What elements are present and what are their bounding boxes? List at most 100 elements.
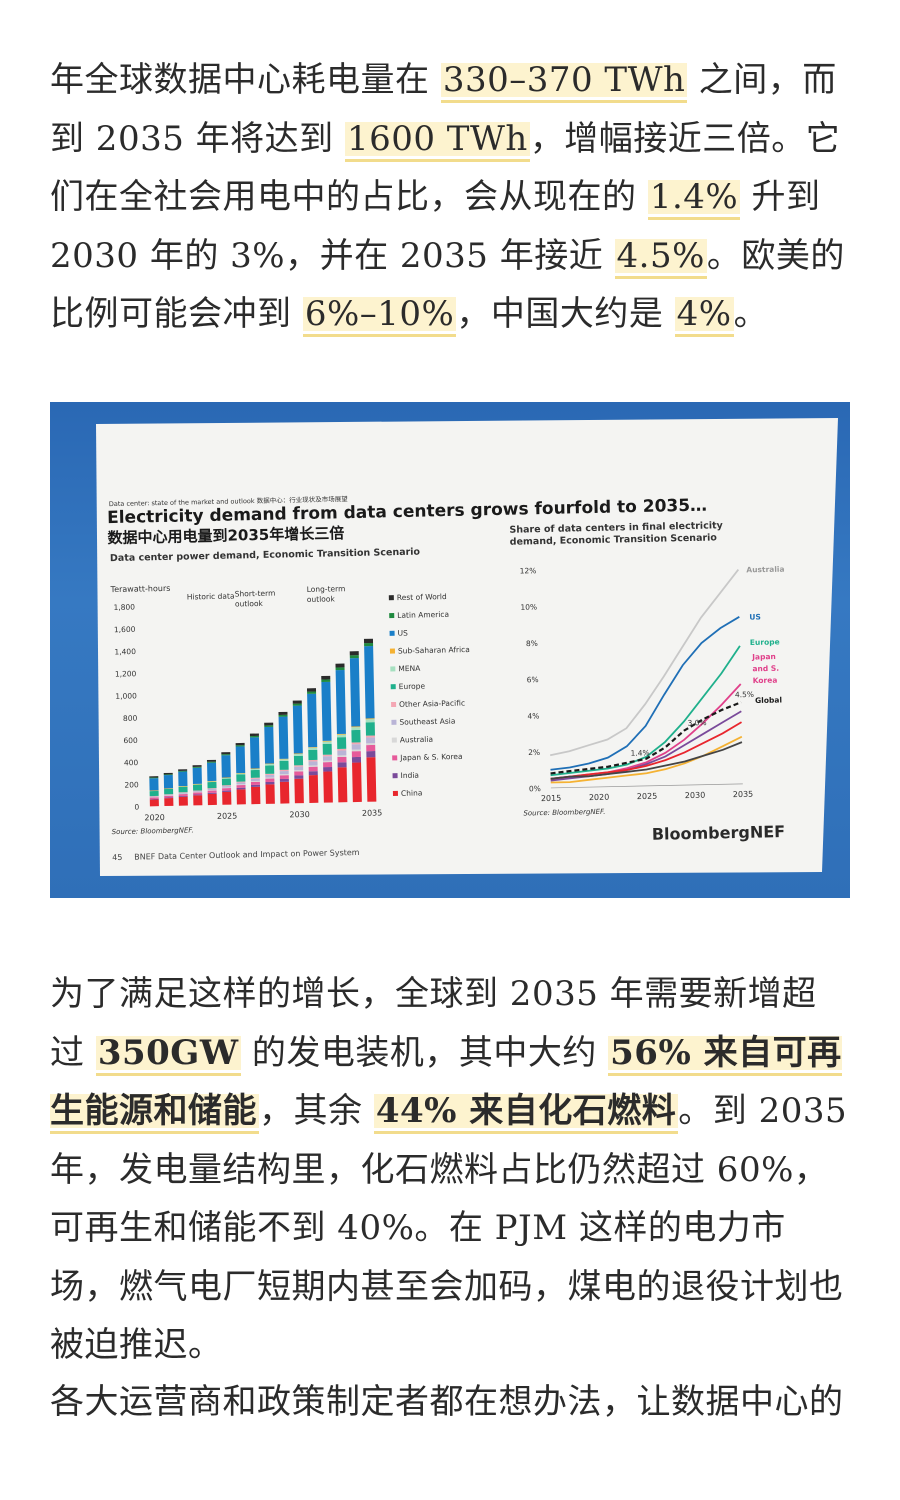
bar-segment (294, 778, 304, 804)
bar-segment (164, 794, 174, 796)
bar-segment (322, 743, 332, 755)
paragraph-intro: 年全球数据中心耗电量在 330–370 TWh 之间，而到 2035 年将达到 … (50, 51, 850, 344)
legend-swatch (391, 701, 397, 708)
bar-segment (321, 675, 331, 680)
bar-segment (337, 737, 347, 749)
bar-segment (308, 765, 318, 767)
bar-segment (178, 770, 188, 772)
bar-segment (149, 778, 159, 791)
series-label: Australia (746, 565, 784, 575)
series-line (549, 568, 740, 757)
bar-segment (279, 758, 289, 760)
bar-segment (250, 780, 260, 782)
bar-segment (351, 727, 361, 731)
y-tick-label: 1,800 (113, 603, 135, 612)
bar-segment (351, 756, 362, 763)
bar-segment (192, 784, 203, 791)
bar-segment (207, 793, 217, 806)
bar-segment (335, 663, 345, 668)
bar-segment (335, 667, 345, 671)
bar-segment (236, 784, 246, 788)
text: 各大运营商和政策制定者都在想办法，让数据中心的 (50, 1382, 844, 1422)
bar-segment (365, 722, 375, 736)
bar-segment (308, 747, 318, 750)
bar-segment (235, 745, 245, 747)
footer-page-number: 45 (112, 853, 122, 862)
bar-segment (206, 759, 216, 762)
bar-segment (337, 748, 347, 751)
bar-segment (323, 766, 333, 772)
legend-label: US (398, 628, 409, 637)
bar-segment (164, 788, 174, 789)
bar-segment (221, 778, 231, 786)
annotation-short-term-2: outlook (235, 599, 264, 609)
text: 的发电装机，其中大约 (240, 1032, 609, 1073)
bar-segment (207, 780, 217, 782)
bar-segment (236, 787, 246, 790)
bar-segment (250, 784, 261, 787)
legend-swatch (390, 666, 396, 672)
series-line (550, 735, 743, 784)
y-tick-label: 600 (123, 736, 138, 745)
bar-segment (321, 681, 332, 741)
bar-segment (149, 798, 159, 800)
bar-segment (235, 742, 245, 746)
bar-segment (192, 766, 202, 768)
legend-label: Rest of World (397, 592, 447, 602)
bar-segment (335, 669, 346, 735)
bar-chart: Terawatt-hours 0 200 400 600 800 1,000 1,200 1,4… (110, 584, 470, 823)
bar-segment (178, 786, 188, 793)
series-line (550, 645, 741, 777)
bar-segment (279, 770, 289, 775)
bar-segment (308, 749, 318, 761)
bar-segment (236, 782, 246, 785)
right-chart-subtitle-line1: Share of data centers in final electrici… (509, 520, 723, 535)
bar-segment (293, 755, 304, 766)
x-tick-label: 2020 (144, 813, 165, 822)
bar-segment (279, 769, 289, 772)
bar-segment (364, 646, 375, 719)
highlight: 1600 TWh (344, 118, 530, 162)
bar-segment (264, 722, 274, 726)
y-tick-label: 0 (134, 803, 139, 812)
highlight: 330–370 TWh (440, 60, 688, 103)
bar-segment (279, 760, 289, 770)
x-tick-label: 2020 (589, 793, 610, 802)
bar-segment (221, 755, 231, 778)
highlight: 4.5% (614, 235, 707, 279)
legend-swatch (389, 612, 395, 619)
bar-segment (351, 726, 361, 728)
bar-segment (207, 762, 217, 782)
bar-segment (149, 796, 159, 798)
bar-segment (207, 761, 217, 763)
bar-segment (351, 749, 361, 752)
bar-segment (222, 791, 232, 805)
legend-label: Other Asia-Pacific (399, 698, 465, 708)
bar-segment (236, 774, 246, 782)
highlight: 350GW (95, 1032, 241, 1076)
slide-svg: Data center: state of the market and out… (96, 418, 838, 876)
bar-segment (265, 763, 275, 766)
bar-segment (336, 733, 346, 735)
bar-segment (322, 754, 332, 757)
legend-label: China (401, 788, 423, 797)
bar-segment (293, 753, 303, 755)
bar-segment (221, 752, 231, 755)
series-label: Europe (750, 637, 780, 647)
legend-label: Sub-Saharan Africa (398, 645, 470, 656)
series-label: and S. (752, 664, 779, 674)
bar-segment (221, 785, 232, 787)
bar-segment (250, 781, 260, 785)
bar-segment (178, 792, 188, 793)
bar-segment (294, 770, 304, 772)
bar-segment (279, 774, 289, 776)
bar-segment (279, 775, 289, 780)
y-tick-label: 1,200 (115, 669, 137, 678)
series-line (550, 741, 743, 780)
bar-segment (352, 762, 362, 803)
bar-segment (222, 790, 232, 793)
text: 之间，而到 2035 年将达到 (50, 60, 837, 159)
bar-segment (250, 769, 260, 778)
bar-segment (323, 771, 333, 803)
bar-segment (193, 790, 203, 792)
